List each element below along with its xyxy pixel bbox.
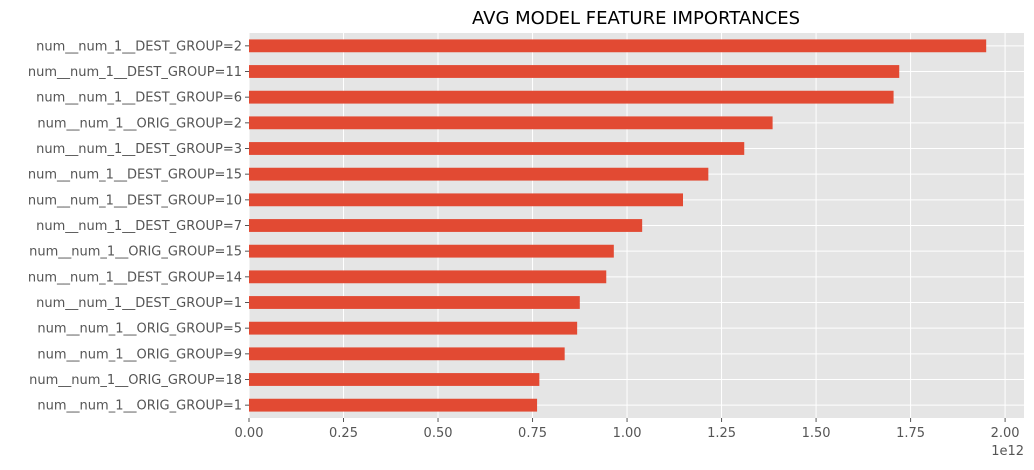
y-axis-tick-labels: num__num_1__DEST_GROUP=2 num__num_1__DEST… <box>28 39 249 414</box>
bar <box>249 39 987 53</box>
bar <box>249 116 773 130</box>
y-tick-label: num__num_1__DEST_GROUP=3 <box>36 142 242 157</box>
bar <box>249 321 578 335</box>
y-tick-label: num__num_1__ORIG_GROUP=18 <box>29 373 242 388</box>
x-tick-label: 0.75 <box>518 426 547 441</box>
y-tick-label: num__num_1__ORIG_GROUP=9 <box>37 347 242 362</box>
chart-title: AVG MODEL FEATURE IMPORTANCES <box>472 8 800 29</box>
x-tick-label: 1.25 <box>707 426 736 441</box>
x-tick-label: 1.50 <box>802 426 831 441</box>
y-tick-label: num__num_1__ORIG_GROUP=2 <box>37 116 242 131</box>
y-tick-label: num__num_1__DEST_GROUP=6 <box>36 91 242 106</box>
y-tick-label: num__num_1__DEST_GROUP=14 <box>28 270 242 285</box>
y-tick-label: num__num_1__ORIG_GROUP=5 <box>37 322 242 337</box>
x-axis-offset-label: 1e12 <box>991 444 1024 459</box>
bar <box>249 398 538 412</box>
y-tick-label: num__num_1__DEST_GROUP=10 <box>28 193 242 208</box>
x-tick-label: 2.00 <box>991 426 1020 441</box>
bar <box>249 90 894 104</box>
bar <box>249 167 709 181</box>
bar <box>249 296 580 309</box>
x-axis: 0.00 0.25 0.50 0.75 1.00 1.25 1.50 1.75 2.00 <box>235 418 1020 441</box>
y-tick-label: num__num_1__ORIG_GROUP=15 <box>29 245 242 260</box>
y-tick-label: num__num_1__DEST_GROUP=2 <box>36 39 242 54</box>
y-tick-label: num__num_1__DEST_GROUP=7 <box>36 219 242 234</box>
bar <box>249 193 683 207</box>
y-tick-label: num__num_1__DEST_GROUP=15 <box>28 168 242 183</box>
bar <box>249 373 540 386</box>
bars <box>249 39 987 412</box>
x-tick-label: 1.75 <box>896 426 925 441</box>
x-tick-label: 0.50 <box>424 426 453 441</box>
y-tick-label: num__num_1__DEST_GROUP=11 <box>28 65 242 80</box>
bar <box>249 347 565 361</box>
bar <box>249 244 614 258</box>
bar <box>249 65 900 78</box>
y-tick-label: num__num_1__ORIG_GROUP=1 <box>37 399 242 414</box>
x-tick-label: 0.25 <box>329 426 358 441</box>
x-tick-label: 0.00 <box>235 426 264 441</box>
y-tick-label: num__num_1__DEST_GROUP=1 <box>36 296 242 311</box>
bar <box>249 270 607 284</box>
bar <box>249 219 643 232</box>
x-tick-label: 1.00 <box>613 426 642 441</box>
bar <box>249 142 745 155</box>
